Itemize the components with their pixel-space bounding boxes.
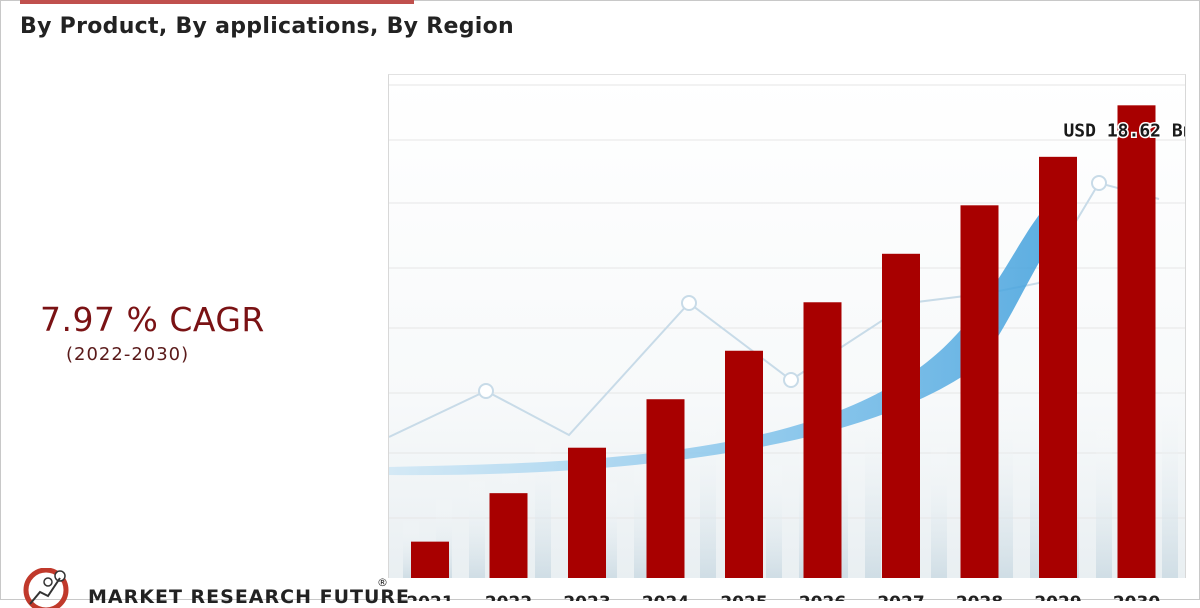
bar-2022 (489, 493, 528, 578)
market-research-future-logo (23, 568, 69, 608)
background-ghost-bar (469, 474, 485, 578)
data-label-2030: USD 18.62 Bn (1063, 120, 1185, 141)
report-segmentation-subtitle: By Product, By applications, By Region (20, 14, 514, 39)
bar-chart: 2021 2022 2023 2024 2025 2026 2027 2028 2029 2030… (389, 84, 1185, 601)
background-ghost-bar (865, 390, 881, 578)
bar-2021 (411, 541, 449, 578)
bar-2028 (960, 205, 999, 578)
bar-2026 (803, 302, 842, 578)
growth-arrow (389, 203, 1057, 476)
background-ghost-bar (535, 430, 551, 578)
bar-2025 (725, 350, 763, 578)
background-ghost-bar (634, 454, 650, 578)
x-tick-label-2028: 2028 (956, 593, 1003, 601)
background-trend-marker (681, 295, 697, 311)
cagr-period: (2022-2030) (66, 344, 190, 365)
cagr-value: 7.97 % CAGR (40, 300, 265, 339)
x-tick-label-2024: 2024 (642, 593, 689, 601)
background-ghost-bar (931, 436, 947, 578)
brand-name: MARKET RESEARCH FUTURE (88, 586, 410, 608)
bars (411, 105, 1156, 579)
background-trend-marker (478, 383, 494, 399)
chart-plot-area: 2021 2022 2023 2024 2025 2026 2027 2028 2029 2030… (388, 74, 1186, 601)
background-trend-marker (1091, 175, 1107, 191)
background-ghost-bar (700, 410, 716, 578)
x-tick-label-2021: 2021 (406, 593, 453, 601)
bar-2023 (568, 447, 606, 578)
background-ghost-bar (997, 392, 1013, 578)
background-ghost-bar (1096, 416, 1112, 578)
x-tick-label-2026: 2026 (799, 593, 846, 601)
bar-2024 (646, 399, 685, 578)
x-tick-label-2022: 2022 (485, 593, 532, 601)
background-ghost-bar (766, 456, 782, 578)
labels: 2021 2022 2023 2024 2025 2026 2027 2028 2029 2030… (406, 119, 1185, 601)
x-tick-label-2030: 2030 (1113, 593, 1160, 601)
x-tick-label-2023: 2023 (563, 593, 610, 601)
background-trend-marker (783, 372, 799, 388)
bar-2029 (1039, 156, 1077, 578)
background-ghost-bar (1162, 372, 1178, 578)
bar-2027 (882, 253, 920, 579)
registered-mark: ® (377, 576, 388, 589)
x-tick-label-2027: 2027 (877, 593, 924, 601)
x-tick-label-2029: 2029 (1034, 593, 1081, 601)
x-tick-label-2025: 2025 (720, 593, 767, 601)
title-accent-bar (20, 0, 414, 4)
bar-2030 (1117, 105, 1156, 578)
